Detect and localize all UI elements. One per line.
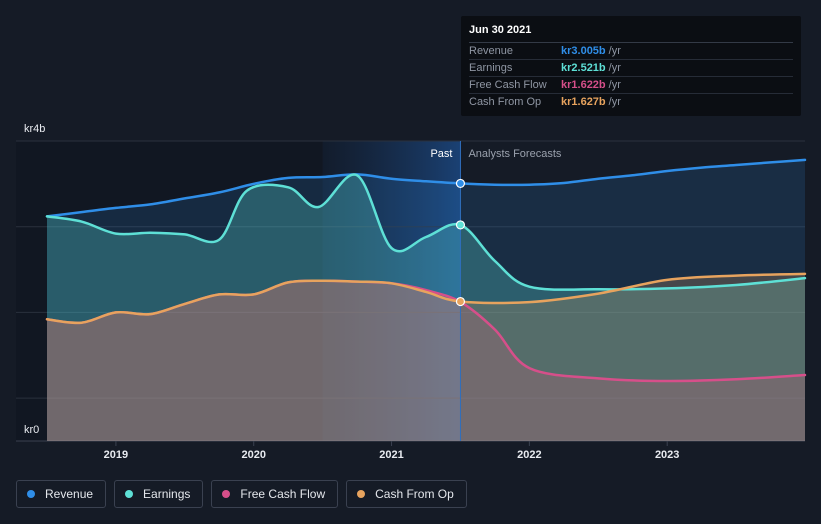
x-tick-label: 2019	[104, 449, 128, 461]
past-highlight-band	[322, 141, 461, 441]
tooltip-value: kr2.521b	[561, 62, 606, 74]
y-axis-max-label: kr4b	[24, 123, 45, 135]
revenue-marker	[455, 178, 466, 189]
earnings-marker	[455, 220, 466, 230]
earnings-area	[47, 174, 805, 442]
legend: Revenue Earnings Free Cash Flow Cash Fro…	[16, 480, 467, 508]
x-tick-label: 2020	[241, 449, 265, 461]
legend-label: Revenue	[45, 487, 94, 501]
tooltip-date: Jun 30 2021	[469, 24, 793, 43]
legend-dot-icon	[125, 490, 134, 498]
tooltip-value: kr3.005b	[561, 45, 606, 57]
tooltip-value: kr1.622b	[561, 79, 606, 91]
tooltip-label: Cash From Op	[469, 96, 542, 108]
chart: kr4b kr0 2019 2020 2021 2022 2023 Past Analysts …	[16, 123, 807, 461]
tooltip-row-free-cash-flow: Free Cash Flow kr1.622b /yr	[469, 77, 793, 94]
past-label: Past	[430, 148, 452, 160]
tooltip: Jun 30 2021 Revenue kr3.005b /yr Earning…	[461, 16, 801, 116]
tooltip-label: Free Cash Flow	[469, 79, 547, 91]
tooltip-unit: /yr	[608, 96, 621, 108]
legend-item-cash-from-op[interactable]: Cash From Op	[346, 480, 467, 508]
free-cash-flow-area	[47, 280, 805, 441]
forecast-label: Analysts Forecasts	[468, 148, 561, 160]
tooltip-label: Revenue	[469, 45, 514, 57]
x-tick-label: 2021	[379, 449, 403, 461]
legend-dot-icon	[357, 490, 366, 498]
x-tick-label: 2022	[517, 449, 541, 461]
legend-item-revenue[interactable]: Revenue	[16, 480, 107, 508]
cash-from-op-area	[47, 273, 805, 441]
legend-label: Free Cash Flow	[240, 487, 326, 501]
legend-dot-icon	[27, 490, 35, 498]
cash-from-op-marker	[455, 296, 466, 307]
x-tick-label: 2023	[655, 449, 679, 461]
legend-label: Earnings	[143, 487, 191, 501]
tooltip-row-revenue: Revenue kr3.005b /yr	[469, 43, 793, 60]
legend-label: Cash From Op	[375, 487, 454, 501]
tooltip-value: kr1.627b	[561, 96, 606, 108]
legend-item-free-cash-flow[interactable]: Free Cash Flow	[211, 480, 339, 508]
legend-dot-icon	[222, 490, 231, 498]
earnings-line	[45, 173, 807, 291]
y-axis-min-label: kr0	[24, 424, 39, 436]
legend-item-earnings[interactable]: Earnings	[114, 480, 204, 508]
tooltip-unit: /yr	[608, 79, 621, 91]
tooltip-label: Earnings	[469, 62, 513, 74]
tooltip-row-cash-from-op: Cash From Op kr1.627b /yr	[469, 94, 793, 110]
tooltip-unit: /yr	[608, 62, 621, 74]
revenue-line	[45, 158, 807, 218]
revenue-area	[47, 159, 805, 441]
tooltip-unit: /yr	[608, 45, 621, 57]
tooltip-row-earnings: Earnings kr2.521b /yr	[469, 60, 793, 77]
cash-from-op-line	[45, 272, 807, 325]
